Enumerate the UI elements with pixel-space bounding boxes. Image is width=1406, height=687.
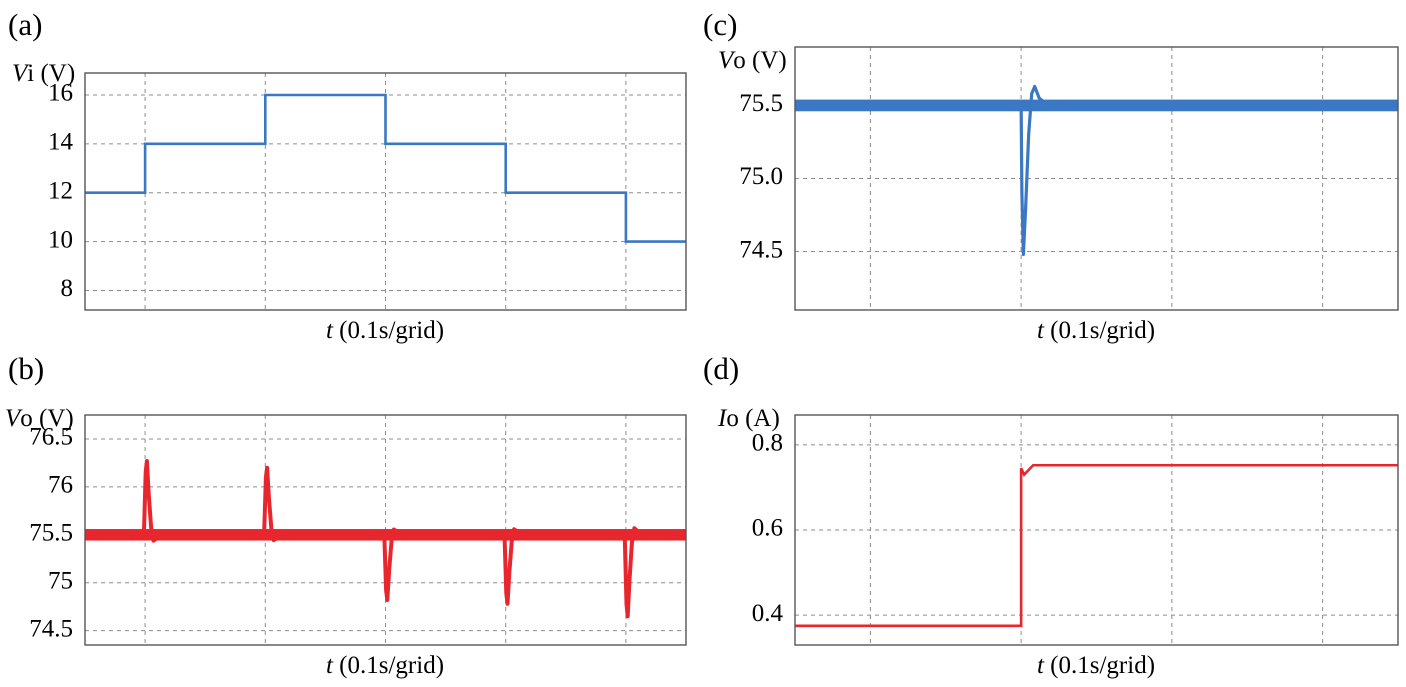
y-tick-label: 74.5 — [739, 236, 783, 263]
plot-frame — [84, 414, 687, 646]
x-axis-label-var: t — [326, 652, 334, 679]
x-axis-label-b: t (0.1s/grid) — [326, 652, 444, 679]
x-axis-label-var: t — [326, 317, 334, 344]
y-axis-label-var: V — [718, 47, 736, 74]
y-axis-label-sub: o — [726, 405, 739, 432]
y-tick-label: 75 — [48, 567, 73, 594]
panel-label-a: (a) — [8, 7, 42, 42]
x-axis-label-rest: (0.1s/grid) — [1044, 652, 1155, 679]
y-tick-label: 76.5 — [29, 424, 73, 451]
chart-panel-a: (a) Vi (V) t (0.1s/grid) 8 10 12 14 16 — [8, 7, 687, 344]
plot-frame — [84, 72, 687, 311]
x-axis-label-rest: (0.1s/grid) — [333, 317, 444, 344]
panel-label-c: (c) — [703, 7, 737, 42]
y-axis-label-d: Io (A) — [717, 405, 780, 432]
x-axis-label-var: t — [1037, 652, 1045, 679]
y-tick-label: 0.6 — [752, 515, 783, 542]
transient-spike-4 — [502, 527, 531, 606]
y-tick-label: 74.5 — [29, 615, 73, 642]
series-line-Vi — [85, 93, 686, 243]
plot-frame — [794, 414, 1399, 646]
x-axis-label-rest: (0.1s/grid) — [1044, 317, 1155, 344]
y-axis-label-c: Vo (V) — [718, 47, 787, 74]
y-axis-label-var: V — [5, 405, 23, 432]
transient-spike-5 — [622, 526, 651, 619]
series-line-Io — [795, 463, 1398, 628]
x-axis-label-a: t (0.1s/grid) — [326, 317, 444, 344]
x-axis-label-c: t (0.1s/grid) — [1037, 317, 1155, 344]
y-axis-label-unit: (V) — [33, 405, 74, 432]
x-axis-label-var: t — [1037, 317, 1045, 344]
chart-panel-c: (c) Vo (V) t (0.1s/grid) 74.5 75.0 75.5 — [703, 7, 1399, 344]
y-tick-label: 12 — [48, 177, 73, 204]
y-tick-label: 75.0 — [739, 163, 783, 190]
y-axis-label-var: I — [717, 405, 728, 432]
panel-label-d: (d) — [703, 351, 739, 386]
x-axis-label-rest: (0.1s/grid) — [333, 652, 444, 679]
chart-panel-b: (b) Vo (V) t (0.1s/grid) 74.5 75 75.5 76 76.5 — [5, 351, 687, 679]
y-tick-label: 0.8 — [752, 430, 783, 457]
y-axis-label-unit: (A) — [739, 405, 780, 432]
y-axis-label-var: V — [12, 60, 30, 87]
ripple-band — [795, 99, 1398, 112]
y-tick-label: 75.5 — [29, 520, 73, 547]
transient-spike-1 — [141, 459, 170, 543]
y-axis-label-b: Vo (V) — [5, 405, 74, 432]
y-tick-label: 10 — [48, 226, 73, 253]
y-tick-label: 0.4 — [752, 600, 784, 627]
panel-label-b: (b) — [8, 351, 44, 386]
transient-dip — [1019, 84, 1050, 257]
y-axis-label-sub: o — [733, 47, 746, 74]
y-axis-label-sub: i — [27, 60, 34, 87]
y-tick-label: 76 — [48, 472, 73, 499]
y-axis-label-unit: (V) — [34, 60, 75, 87]
transient-spike-2 — [262, 465, 290, 543]
y-axis-label-unit: (V) — [746, 47, 787, 74]
chart-panel-d: (d) Io (A) t (0.1s/grid) 0.4 0.6 0.8 — [703, 351, 1399, 679]
plot-frame — [794, 46, 1399, 311]
x-axis-label-d: t (0.1s/grid) — [1037, 652, 1155, 679]
y-tick-label: 75.5 — [739, 90, 783, 117]
y-tick-label: 8 — [61, 275, 74, 302]
transient-spike-3 — [382, 527, 410, 602]
y-tick-label: 14 — [48, 129, 74, 156]
y-tick-label: 16 — [48, 80, 73, 107]
y-axis-label-a: Vi (V) — [12, 60, 75, 87]
y-axis-label-sub: o — [20, 405, 33, 432]
